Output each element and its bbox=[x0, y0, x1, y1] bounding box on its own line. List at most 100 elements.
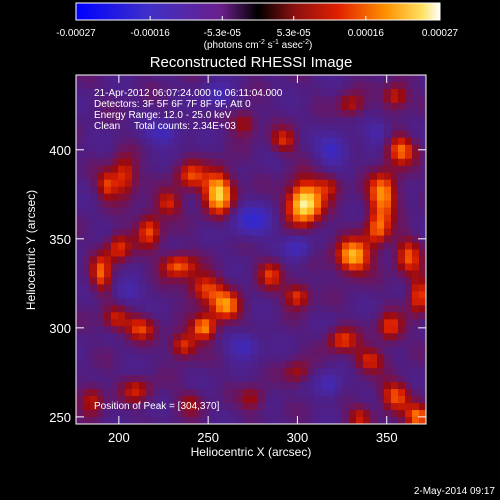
heatmap-cell bbox=[181, 319, 189, 327]
heatmap-cell bbox=[244, 242, 252, 250]
heatmap-cell bbox=[160, 291, 168, 299]
heatmap-cell bbox=[230, 109, 238, 118]
heatmap-cell bbox=[349, 389, 357, 397]
heatmap-cell bbox=[342, 109, 350, 118]
heatmap-cell bbox=[356, 207, 364, 215]
heatmap-cell bbox=[293, 403, 301, 411]
heatmap-cell bbox=[300, 75, 308, 83]
heatmap-cell bbox=[265, 284, 273, 292]
heatmap-cell bbox=[104, 417, 112, 424]
heatmap-cell bbox=[419, 130, 426, 139]
heatmap-cell bbox=[258, 347, 266, 355]
heatmap-cell bbox=[279, 102, 287, 111]
heatmap-cell bbox=[90, 375, 98, 383]
heatmap-cell bbox=[363, 137, 371, 146]
heatmap-cell bbox=[237, 235, 245, 243]
heatmap-cell bbox=[209, 81, 217, 90]
heatmap-cell bbox=[328, 417, 336, 424]
heatmap-cell bbox=[251, 403, 259, 411]
heatmap-cell bbox=[279, 123, 287, 132]
heatmap-cell bbox=[104, 221, 112, 229]
heatmap-cell bbox=[111, 102, 119, 111]
heatmap-cell bbox=[111, 214, 119, 222]
heatmap-cell bbox=[188, 172, 196, 181]
heatmap-cell bbox=[174, 207, 182, 215]
heatmap-cell bbox=[405, 403, 413, 411]
heatmap-cell bbox=[202, 88, 210, 97]
heatmap-cell bbox=[356, 165, 364, 174]
heatmap-cell bbox=[335, 186, 343, 195]
heatmap-cell bbox=[104, 403, 112, 411]
heatmap-cell bbox=[258, 403, 266, 411]
heatmap-cell bbox=[328, 75, 336, 83]
heatmap-cell bbox=[342, 256, 350, 264]
heatmap-cell bbox=[412, 123, 420, 132]
heatmap-cell bbox=[328, 165, 336, 174]
heatmap-cell bbox=[342, 340, 350, 348]
heatmap-cell bbox=[146, 340, 154, 348]
heatmap-cell bbox=[286, 235, 294, 243]
heatmap-cell bbox=[335, 95, 343, 104]
heatmap-cell bbox=[258, 382, 266, 390]
heatmap-cell bbox=[328, 326, 336, 334]
heatmap-cell bbox=[132, 305, 140, 313]
heatmap-cell bbox=[328, 354, 336, 362]
heatmap-cell bbox=[405, 326, 413, 334]
heatmap-cell bbox=[125, 109, 133, 118]
heatmap-cell bbox=[251, 347, 259, 355]
heatmap-cell bbox=[328, 81, 336, 90]
heatmap-cell bbox=[209, 186, 217, 195]
heatmap-cell bbox=[97, 88, 105, 97]
heatmap-cell bbox=[412, 179, 420, 188]
heatmap-cell bbox=[104, 277, 112, 285]
heatmap-cell bbox=[293, 95, 301, 104]
heatmap-cell bbox=[153, 102, 161, 111]
heatmap-cell bbox=[265, 242, 273, 250]
heatmap-cell bbox=[307, 291, 315, 299]
heatmap-cell bbox=[181, 333, 189, 341]
heatmap-cell bbox=[286, 361, 294, 369]
heatmap-cell bbox=[132, 249, 140, 257]
heatmap-cell bbox=[293, 396, 301, 404]
heatmap-cell bbox=[153, 81, 161, 90]
heatmap-cell bbox=[244, 158, 252, 167]
heatmap-cell bbox=[363, 123, 371, 132]
heatmap-cell bbox=[90, 193, 98, 202]
heatmap-cell bbox=[349, 123, 357, 132]
heatmap-cell bbox=[398, 410, 406, 418]
heatmap-cell bbox=[167, 214, 175, 222]
heatmap-cell bbox=[209, 228, 217, 236]
heatmap-cell bbox=[314, 340, 322, 348]
heatmap-cell bbox=[83, 81, 91, 90]
heatmap-cell bbox=[258, 214, 266, 222]
heatmap-cell bbox=[370, 200, 378, 209]
heatmap-cell bbox=[118, 221, 126, 229]
heatmap-cell bbox=[293, 165, 301, 174]
heatmap-cell bbox=[419, 263, 426, 271]
heatmap-cell bbox=[251, 88, 259, 97]
heatmap-cell bbox=[321, 130, 329, 139]
heatmap-cell bbox=[139, 95, 147, 104]
heatmap-cell bbox=[76, 249, 84, 257]
heatmap-cell bbox=[139, 165, 147, 174]
heatmap-cell bbox=[153, 312, 161, 320]
heatmap-cell bbox=[391, 179, 399, 188]
heatmap-cell bbox=[209, 102, 217, 111]
heatmap-cell bbox=[195, 151, 203, 160]
heatmap-cell bbox=[139, 207, 147, 215]
heatmap-cell bbox=[384, 214, 392, 222]
heatmap-cell bbox=[328, 305, 336, 313]
heatmap-cell bbox=[195, 417, 203, 424]
heatmap-cell bbox=[384, 298, 392, 306]
heatmap-cell bbox=[377, 277, 385, 285]
heatmap-cell bbox=[230, 221, 238, 229]
heatmap-cell bbox=[314, 109, 322, 118]
heatmap-cell bbox=[279, 130, 287, 139]
heatmap-cell bbox=[125, 165, 133, 174]
heatmap-cell bbox=[356, 270, 364, 278]
heatmap-cell bbox=[300, 158, 308, 167]
heatmap-cell bbox=[279, 354, 287, 362]
heatmap-cell bbox=[335, 312, 343, 320]
heatmap-cell bbox=[244, 347, 252, 355]
